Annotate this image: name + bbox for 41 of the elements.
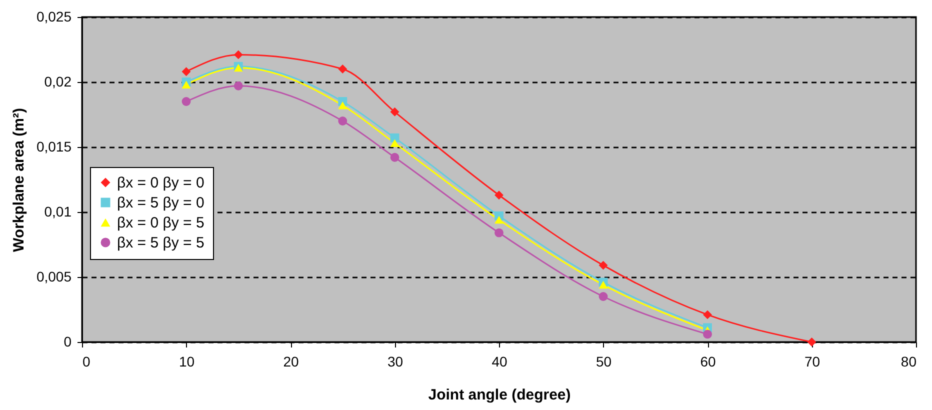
x-axis-title: Joint angle (degree): [428, 386, 571, 404]
x-tick-label: 20: [283, 354, 299, 370]
point: [598, 260, 608, 270]
x-tick-label: 80: [900, 354, 917, 370]
y-tick-label: 0,01: [44, 204, 72, 220]
legend-label: βx = 5 βy = 0: [117, 194, 204, 212]
x-tick-label: 60: [700, 354, 716, 370]
point: [338, 102, 348, 110]
point: [494, 190, 504, 200]
point: [234, 81, 243, 90]
point: [338, 116, 348, 126]
x-tick-label: 70: [804, 354, 820, 370]
point: [182, 80, 191, 88]
y-tick-label: 0,005: [36, 268, 72, 284]
y-tick-label: 0: [64, 334, 72, 350]
point: [182, 67, 191, 76]
legend-label: βx = 0 βy = 5: [117, 214, 204, 232]
point: [390, 107, 400, 116]
point: [234, 50, 243, 60]
point: [598, 292, 608, 301]
y-tick-label: 0,02: [44, 74, 72, 90]
legend-label: βx = 0 βy = 0: [117, 174, 204, 192]
point: [494, 228, 504, 238]
x-tick-label: 10: [178, 354, 195, 370]
y-axis-title: Workplane area (m²): [10, 108, 28, 252]
point: [390, 139, 400, 147]
point: [703, 330, 712, 339]
point: [338, 64, 348, 74]
y-tick-label: 0,015: [36, 138, 72, 154]
x-tick-label: 40: [492, 354, 508, 370]
point: [703, 310, 712, 320]
x-tick-label: 0: [82, 354, 90, 370]
point: [598, 280, 608, 289]
point: [182, 97, 191, 106]
y-tick-label: 0,025: [36, 8, 72, 24]
point: [390, 152, 400, 162]
legend-label: βx = 5 βy = 5: [117, 234, 204, 252]
x-tick-label: 50: [596, 354, 612, 370]
point: [807, 338, 816, 346]
x-tick-label: 30: [387, 354, 404, 370]
point: [494, 216, 504, 224]
